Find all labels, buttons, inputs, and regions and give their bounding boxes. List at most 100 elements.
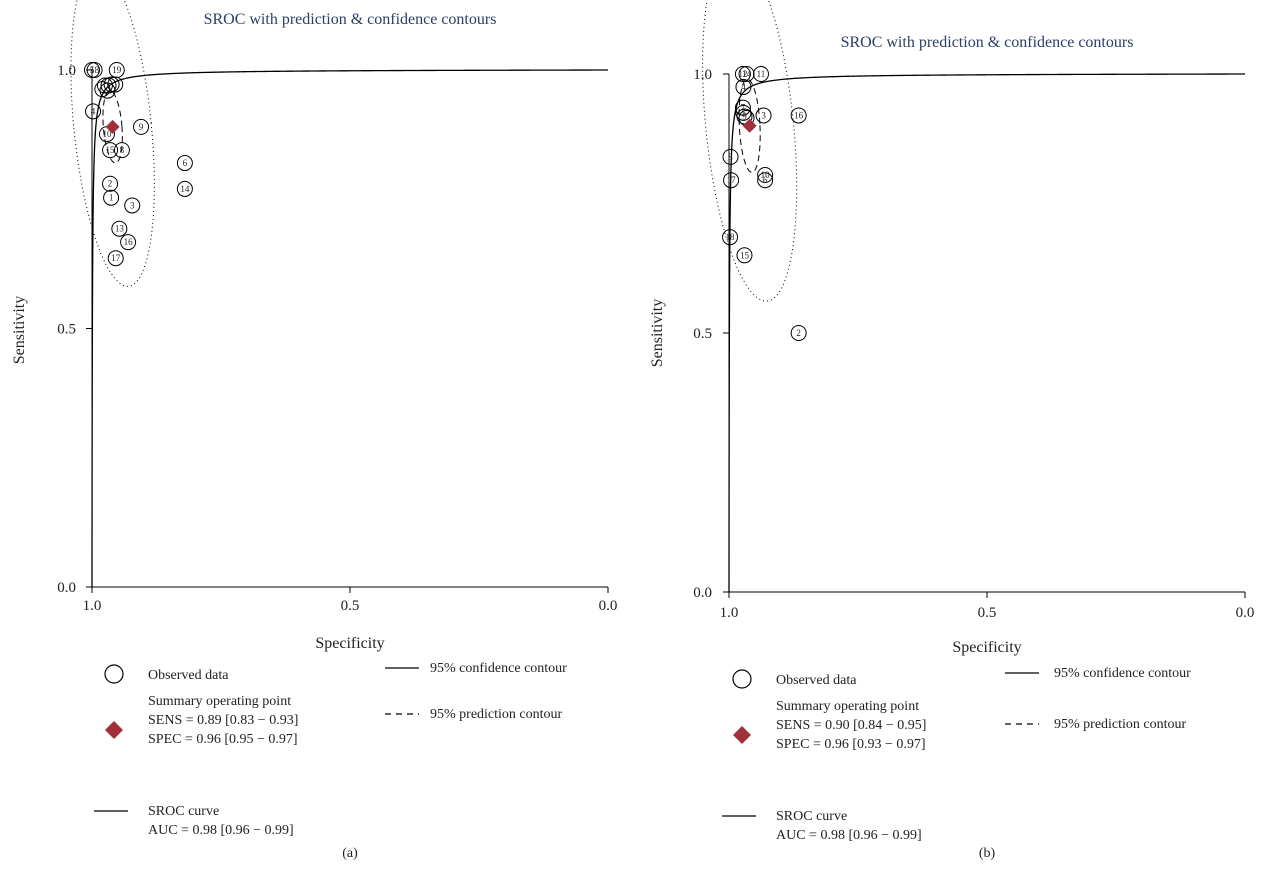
legend-prediction-label: 95% prediction contour [430, 707, 563, 722]
observed-point [99, 82, 116, 99]
observed-point [757, 167, 774, 184]
legend-prediction-label: 95% prediction contour [1054, 717, 1187, 732]
observed-point-label: 7 [741, 103, 746, 113]
observed-point [752, 66, 769, 82]
legend-observed-label: Observed data [148, 668, 229, 683]
observed-point-label: 14 [742, 69, 752, 79]
observed-point-label: 3 [130, 200, 135, 210]
observed-point-label: 16 [124, 237, 134, 247]
observed-point-label: 14 [180, 184, 190, 194]
x-tick-label: 0.0 [1236, 605, 1255, 621]
legend-observed-label: Observed data [776, 673, 857, 688]
observed-point [722, 229, 739, 246]
observed-point [176, 155, 193, 172]
observed-point-label: 8 [728, 152, 733, 162]
sroc-panel-a: SROC with prediction & confidence contou… [11, 0, 617, 861]
observed-point [113, 142, 130, 159]
observed-point-label: 3 [761, 110, 766, 120]
legend-summary-title: Summary operating point [148, 694, 291, 709]
legend-summary-symbol [105, 721, 123, 739]
observed-point-label: 8 [120, 145, 125, 155]
observed-point-label: 5 [741, 108, 746, 118]
observed-point [86, 62, 103, 78]
legend-summary-title: Summary operating point [776, 699, 919, 714]
observed-point-label: 6 [763, 175, 768, 185]
legend-summary-symbol [733, 726, 751, 744]
observed-point-label: 4 [741, 82, 746, 92]
legend-spec: SPEC = 0.96 [0.93 − 0.97] [776, 737, 926, 752]
x-tick-label: 0.5 [341, 598, 360, 614]
observed-point [735, 78, 752, 95]
y-tick-label: 0.5 [57, 322, 76, 338]
observed-point-label: 9 [742, 111, 747, 121]
observed-point-label: 10 [761, 170, 771, 180]
observed-point-label: 15 [740, 250, 750, 260]
y-tick-label: 1.0 [57, 63, 76, 79]
x-tick-label: 0.0 [599, 598, 618, 614]
summary-operating-point [105, 119, 120, 134]
x-axis-label: Specificity [315, 635, 384, 652]
observed-point [790, 107, 807, 124]
legend-confidence-label: 95% confidence contour [430, 661, 567, 676]
observed-point-label: 12 [738, 69, 747, 79]
observed-point-label: 6 [183, 158, 188, 168]
observed-point-label: 4 [91, 106, 96, 116]
y-axis-label: Sensitivity [649, 299, 666, 367]
observed-point-label: 11 [757, 69, 766, 79]
observed-point [757, 172, 774, 189]
panel-caption: (a) [342, 846, 358, 861]
legend-sens: SENS = 0.90 [0.84 − 0.95] [776, 718, 926, 733]
summary-operating-point [742, 118, 757, 133]
observed-point-label: 15 [106, 145, 116, 155]
chart-title: SROC with prediction & confidence contou… [204, 11, 497, 28]
observed-point [723, 172, 740, 189]
sroc-curve [728, 73, 1246, 592]
legend-sroc-title: SROC curve [148, 804, 219, 819]
observed-point [722, 148, 739, 165]
x-axis-label: Specificity [952, 639, 1021, 656]
x-tick-label: 0.5 [978, 605, 997, 621]
observed-point [736, 247, 753, 264]
observed-point [107, 250, 124, 267]
observed-point [111, 220, 128, 237]
legend-sroc-title: SROC curve [776, 809, 847, 824]
y-tick-label: 0.0 [693, 585, 712, 601]
x-tick-label: 1.0 [720, 605, 739, 621]
legend-auc: AUC = 0.98 [0.96 − 0.99] [776, 828, 922, 843]
observed-point [102, 142, 119, 159]
observed-point-label: 2 [796, 328, 801, 338]
confidence-contour [738, 78, 761, 173]
legend-confidence-label: 95% confidence contour [1054, 666, 1191, 681]
observed-point-label: 2 [108, 179, 113, 189]
observed-point [734, 66, 751, 82]
prediction-contour [70, 0, 155, 287]
observed-point [124, 197, 141, 214]
legend-sens: SENS = 0.89 [0.83 − 0.93] [148, 713, 298, 728]
observed-point-label: 19 [112, 65, 122, 75]
y-axis-label: Sensitivity [11, 296, 28, 364]
observed-point-label: 18 [90, 65, 100, 75]
sroc-curve [91, 69, 609, 587]
x-tick-label: 1.0 [83, 598, 102, 614]
observed-point-label: 13 [115, 224, 125, 234]
observed-point [755, 107, 772, 124]
observed-point-label: 17 [727, 175, 737, 185]
observed-point-label: 5 [90, 65, 95, 75]
observed-point-label: 17 [111, 253, 121, 263]
legend-observed-symbol [732, 669, 752, 689]
observed-point [102, 175, 119, 192]
observed-point-label: 9 [139, 122, 144, 132]
y-tick-label: 0.5 [693, 326, 712, 342]
observed-point [734, 99, 751, 116]
observed-point [176, 180, 193, 197]
legend-auc: AUC = 0.98 [0.96 − 0.99] [148, 823, 294, 838]
observed-point-label: 18 [726, 232, 736, 242]
observed-point [120, 234, 137, 251]
observed-point [790, 325, 807, 341]
sroc-panel-b: SROC with prediction & confidence contou… [649, 0, 1254, 861]
observed-point [133, 118, 150, 135]
observed-point [85, 103, 102, 120]
legend-observed-symbol [104, 664, 124, 684]
